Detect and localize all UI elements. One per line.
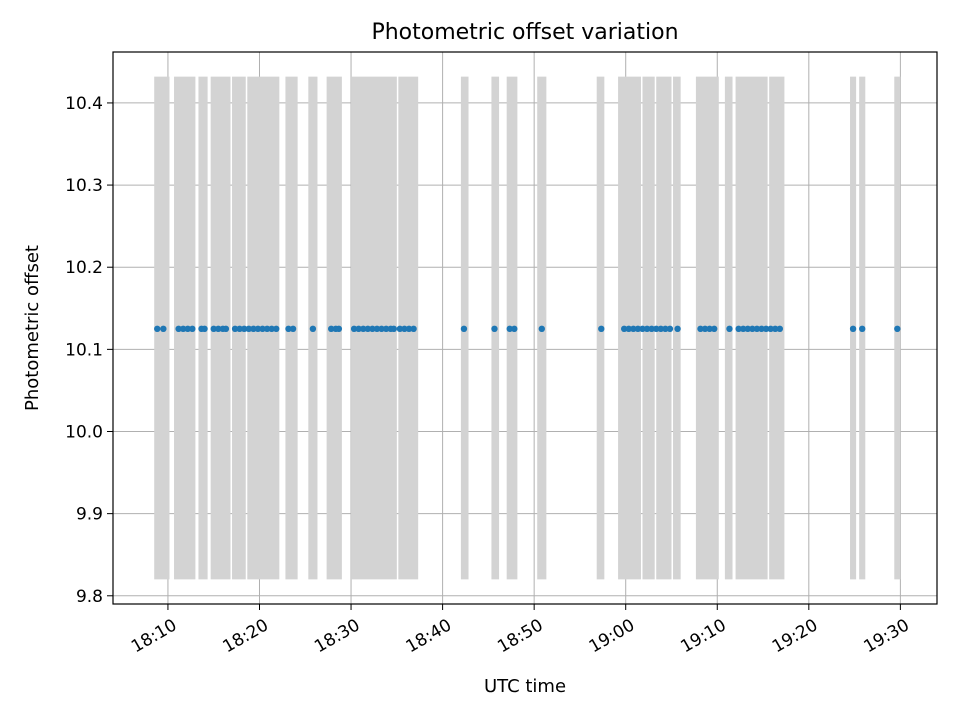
data-point [726, 325, 733, 333]
data-point [653, 325, 660, 333]
y-tick-label: 9.9 [76, 505, 103, 525]
data-point [350, 325, 358, 333]
data-point [740, 325, 747, 333]
data-point [360, 325, 367, 333]
y-tick-label: 10.3 [65, 176, 103, 196]
data-point [390, 325, 397, 333]
x-axis-label: UTC time [484, 676, 566, 697]
data-point [598, 325, 605, 333]
data-point [767, 325, 774, 333]
y-tick-label: 10.0 [65, 423, 103, 443]
data-point [753, 325, 761, 333]
data-point [648, 325, 655, 333]
data-point [273, 325, 280, 333]
data-point [184, 325, 191, 333]
data-point [254, 325, 262, 333]
data-point [259, 325, 266, 333]
data-point [309, 325, 317, 333]
data-point [245, 325, 253, 333]
data-point [776, 325, 784, 333]
data-point [506, 325, 513, 333]
data-point [657, 325, 665, 333]
data-point [201, 325, 208, 333]
data-point [241, 325, 248, 333]
data-point [179, 325, 187, 333]
data-point [643, 325, 651, 333]
data-point [250, 325, 257, 333]
chart-title: Photometric offset variation [371, 20, 678, 45]
y-axis-label: Photometric offset [22, 245, 43, 411]
data-point [762, 325, 770, 333]
data-point [215, 325, 222, 333]
data-point [382, 325, 390, 333]
data-point [630, 325, 637, 333]
data-point [701, 325, 709, 333]
data-point [335, 325, 343, 333]
data-point [285, 325, 292, 333]
data-point [268, 325, 275, 333]
y-tick-label: 10.2 [65, 258, 103, 278]
data-point [859, 325, 866, 333]
data-point [378, 325, 385, 333]
data-point [697, 325, 704, 333]
data-points [154, 325, 901, 333]
data-point [189, 325, 196, 333]
data-point [666, 325, 674, 333]
data-point [369, 325, 376, 333]
data-point [772, 325, 779, 333]
data-point [511, 325, 518, 333]
y-tick-label: 10.4 [65, 94, 103, 114]
data-point [154, 325, 161, 333]
data-point [639, 325, 646, 333]
data-point [355, 325, 362, 333]
data-point [289, 325, 297, 333]
data-point [364, 325, 372, 333]
data-point [373, 325, 381, 333]
data-point [894, 325, 901, 333]
data-point [749, 325, 756, 333]
data-point [735, 325, 742, 333]
data-point [491, 325, 498, 333]
y-tick-label: 10.1 [65, 340, 103, 360]
data-point [175, 325, 182, 333]
data-point [662, 325, 669, 333]
data-point [674, 325, 681, 333]
data-point [620, 325, 628, 333]
data-point [410, 325, 417, 333]
data-point [538, 325, 545, 333]
plot-area-frame [112, 51, 938, 605]
data-point [231, 325, 239, 333]
data-point [263, 325, 271, 333]
data-point [396, 325, 404, 333]
data-point [625, 325, 632, 333]
data-point [849, 325, 857, 333]
data-point [210, 325, 217, 333]
data-point [222, 325, 230, 333]
data-point [706, 325, 713, 333]
data-point [328, 325, 335, 333]
y-tick-label: 9.8 [76, 587, 103, 607]
data-point [405, 325, 413, 333]
data-point [401, 325, 408, 333]
data-point [160, 325, 167, 333]
data-point [460, 325, 468, 333]
data-point [758, 325, 765, 333]
data-point [711, 325, 718, 333]
data-point [744, 325, 751, 333]
data-point [634, 325, 642, 333]
data-point [236, 325, 243, 333]
